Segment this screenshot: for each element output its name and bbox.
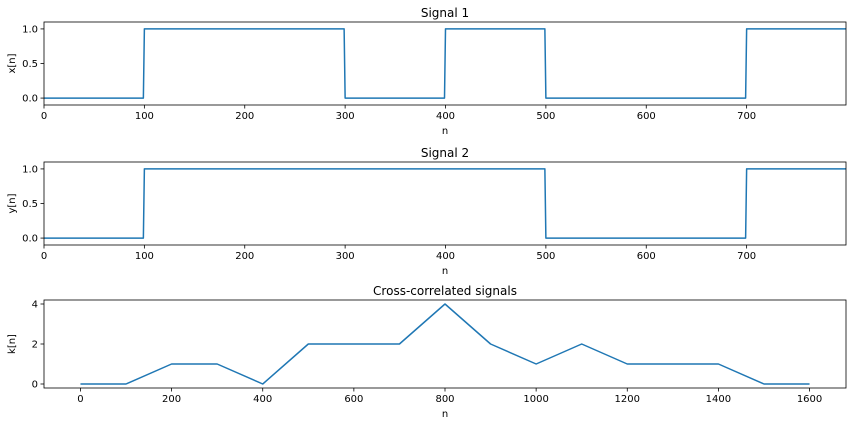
chart-3-axes-frame xyxy=(43,299,847,389)
chart-1-x-tick-label: 200 xyxy=(235,111,254,122)
chart-2-x-tick-label: 200 xyxy=(235,251,254,262)
chart-2-x-tick-label: 600 xyxy=(637,251,656,262)
chart-2-x-tick-label: 0 xyxy=(41,251,47,262)
chart-3-x-tick-label: 1000 xyxy=(523,394,548,405)
chart-1-x-tick-label: 600 xyxy=(637,111,656,122)
chart-2-title: Signal 2 xyxy=(421,146,469,160)
chart-2-x-tick-label: 500 xyxy=(536,251,555,262)
chart-2-y-tick-label: 1.0 xyxy=(22,164,38,175)
chart-3-y-tick-label: 0 xyxy=(32,380,38,391)
chart-2-x-axis-label: n xyxy=(442,266,448,277)
chart-1-x-axis-label: n xyxy=(442,126,448,137)
chart-1-x-tick-label: 100 xyxy=(135,111,154,122)
chart-3-x-tick-label: 0 xyxy=(77,394,83,405)
chart-2-y-axis-label: y[n] xyxy=(7,193,18,213)
chart-3-series-line xyxy=(80,303,810,385)
chart-3-y-axis-label: k[n] xyxy=(7,334,18,354)
chart-1-y-tick-label: 0.0 xyxy=(22,94,38,105)
chart-3-title: Cross-correlated signals xyxy=(373,284,517,298)
chart-1-x-tick-label: 0 xyxy=(41,111,47,122)
chart-1: 0 100 200 300 400 500 600 700 0.0 0.5 1.0 Signal 1 n… xyxy=(7,6,847,137)
chart-1-x-tick-label: 500 xyxy=(536,111,555,122)
chart-3-x-tick-label: 1400 xyxy=(706,394,731,405)
chart-3-x-tick-label: 200 xyxy=(162,394,181,405)
chart-1-x-tick-label: 400 xyxy=(436,111,455,122)
chart-2-x-tick-label: 700 xyxy=(737,251,756,262)
chart-2-x-tick-label: 400 xyxy=(436,251,455,262)
chart-2-y-tick-label: 0.0 xyxy=(22,234,38,245)
chart-1-x-tick-label: 700 xyxy=(737,111,756,122)
chart-3-y-tick-label: 4 xyxy=(32,300,38,311)
chart-3-x-tick-label: 800 xyxy=(435,394,454,405)
chart-1-title: Signal 1 xyxy=(421,6,469,20)
chart-1-x-tick-label: 300 xyxy=(336,111,355,122)
chart-1-y-tick-label: 1.0 xyxy=(22,24,38,35)
chart-2-x-tick-label: 100 xyxy=(135,251,154,262)
chart-2-x-tick-label: 300 xyxy=(336,251,355,262)
chart-3: 0 200 400 600 800 1000 1200 1400 1600 0 2 4 Cross-co… xyxy=(7,284,847,420)
chart-3-x-axis-label: n xyxy=(442,409,448,420)
chart-1-y-axis-label: x[n] xyxy=(7,53,18,73)
chart-3-x-tick-label: 1200 xyxy=(615,394,640,405)
chart-3-y-tick-label: 2 xyxy=(32,340,38,351)
chart-3-x-tick-label: 400 xyxy=(253,394,272,405)
chart-2-axes-frame xyxy=(43,161,847,246)
chart-1-y-tick-label: 0.5 xyxy=(22,59,38,70)
chart-2: 0 100 200 300 400 500 600 700 0.0 0.5 1.0 Signal 2 n… xyxy=(7,146,847,277)
chart-2-series-line xyxy=(44,168,846,239)
chart-3-x-tick-label: 1600 xyxy=(797,394,822,405)
chart-1-series-line xyxy=(44,28,846,99)
chart-3-x-tick-label: 600 xyxy=(344,394,363,405)
chart-2-y-tick-label: 0.5 xyxy=(22,199,38,210)
